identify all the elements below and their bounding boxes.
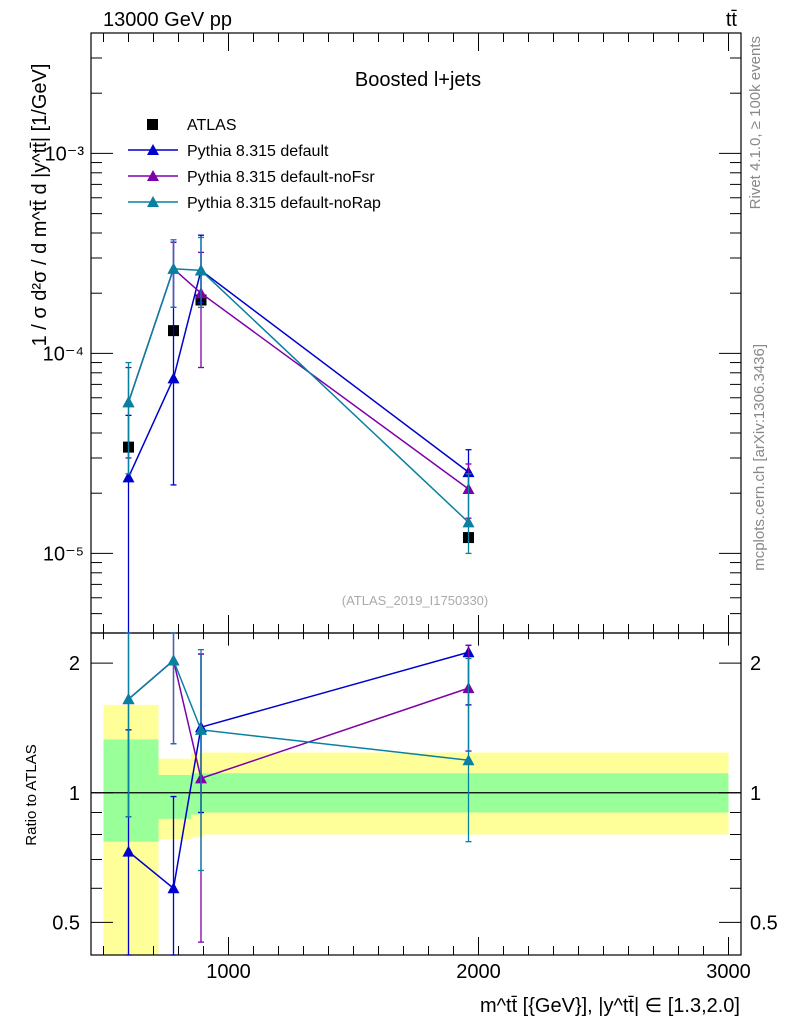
x-tick-label: 2000	[456, 961, 501, 983]
legend-marker	[147, 196, 159, 207]
legend-entry: Pythia 8.315 default-noRap	[187, 195, 381, 212]
legend-entry: ATLAS	[187, 117, 237, 134]
main-y-tick-label: 10⁻⁴	[43, 343, 84, 365]
ratio-point	[122, 845, 135, 857]
series-point	[195, 264, 207, 276]
ratio-point	[167, 882, 180, 894]
legend-entry: Pythia 8.315 default-noFsr	[187, 169, 375, 186]
ratio-y-tick-label-right: 0.5	[750, 912, 778, 934]
ratio-y-tick-label: 0.5	[52, 912, 80, 934]
ratio-point	[167, 654, 180, 666]
legend-entry: Pythia 8.315 default	[187, 143, 329, 160]
axes: 1000 2000 3000 10⁻⁵ 10⁻⁴ 10⁻³ 0.5 0.5 1 1 2 2	[43, 32, 778, 983]
ratio-y-tick-label-right: 1	[750, 783, 761, 805]
x-tick-label: 3000	[706, 961, 751, 983]
ratio-uncertainty-bands	[91, 704, 741, 955]
main-y-tick-label: 10⁻³	[45, 143, 85, 165]
series-point	[462, 516, 475, 528]
ratio-ylabel: Ratio to ATLAS	[23, 744, 40, 845]
main-series	[122, 234, 475, 634]
series-point	[167, 372, 180, 384]
series-point	[122, 396, 135, 408]
main-ylabel: 1 / σ d²σ / d m^tt̄ d |y^tt̄| [1/GeV]	[29, 64, 51, 347]
main-y-tick-label: 10⁻⁵	[43, 543, 84, 565]
series-line-2	[127, 267, 469, 490]
ratio-point	[195, 723, 207, 735]
band-green-0	[103, 739, 159, 842]
xlabel: m^tt̄ [{GeV}], |y^tt̄| ∈ [1.3,2.0]	[480, 995, 740, 1017]
ratio-point	[462, 754, 475, 766]
rivet-label: Rivet 4.1.0, ≥ 100k events	[747, 36, 764, 209]
series-line-3	[127, 267, 470, 523]
ratio-panel-frame	[90, 632, 742, 956]
ratio-y-tick-label: 1	[69, 783, 80, 805]
source-label: (ATLAS_2019_I1750330)	[342, 593, 488, 608]
chart-title: Boosted l+jets	[355, 69, 481, 91]
ratio-line-2	[128, 659, 469, 761]
ratio-point	[122, 693, 135, 705]
ratio-series	[122, 632, 475, 956]
ratio-y-tick-label-right: 2	[750, 653, 761, 675]
legend: ATLAS Pythia 8.315 default Pythia 8.315 de…	[128, 117, 381, 212]
legend-marker-atlas	[147, 119, 158, 130]
ratio-line-0	[128, 651, 469, 890]
x-tick-label: 1000	[206, 961, 251, 983]
series-line-1	[127, 269, 469, 478]
mcplots-label: mcplots.cern.ch [arXiv:1306.3436]	[751, 344, 768, 571]
legend-marker	[147, 144, 159, 155]
series-point	[122, 471, 135, 483]
series-point	[167, 262, 180, 274]
header-process: tt̄	[726, 9, 738, 31]
ratio-y-tick-label: 2	[69, 653, 80, 675]
header-energy: 13000 GeV pp	[103, 9, 232, 31]
legend-marker	[147, 170, 159, 181]
